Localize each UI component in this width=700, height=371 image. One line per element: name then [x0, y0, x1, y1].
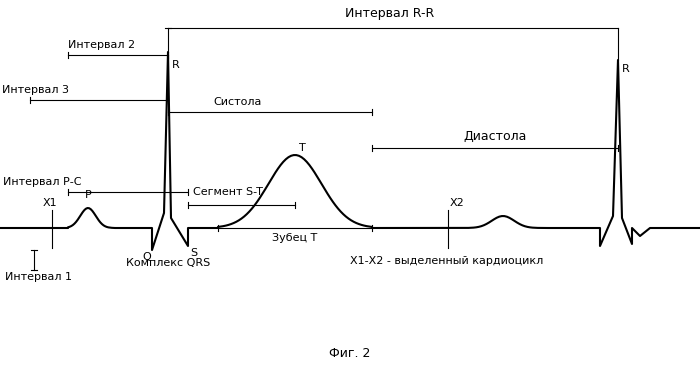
Text: Q: Q	[142, 252, 151, 262]
Text: Комплекс QRS: Комплекс QRS	[126, 258, 210, 268]
Text: R: R	[622, 64, 630, 74]
Text: Интервал 1: Интервал 1	[5, 272, 72, 282]
Text: Интервал R-R: Интервал R-R	[345, 7, 435, 20]
Text: Фиг. 2: Фиг. 2	[329, 347, 371, 360]
Text: S: S	[190, 248, 197, 258]
Text: Интервал 2: Интервал 2	[68, 40, 135, 50]
Text: Сегмент S-T: Сегмент S-T	[193, 187, 263, 197]
Text: Систола: Систола	[213, 97, 261, 107]
Text: Диастола: Диастола	[463, 130, 526, 143]
Text: Х1: Х1	[43, 198, 57, 208]
Text: Х2: Х2	[450, 198, 465, 208]
Text: Интервал 3: Интервал 3	[2, 85, 69, 95]
Text: Т: Т	[299, 143, 306, 153]
Text: Х1-Х2 - выделенный кардиоцикл: Х1-Х2 - выделенный кардиоцикл	[350, 256, 543, 266]
Text: Интервал Р-С: Интервал Р-С	[3, 177, 81, 187]
Text: Зубец Т: Зубец Т	[272, 233, 318, 243]
Text: P: P	[85, 190, 92, 200]
Text: R: R	[172, 60, 180, 70]
